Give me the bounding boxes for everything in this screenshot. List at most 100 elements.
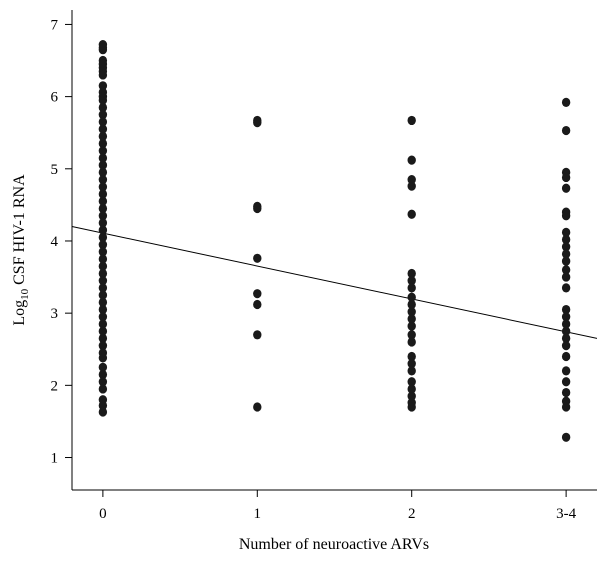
x-tick-label: 0	[99, 506, 107, 522]
data-point	[98, 182, 108, 192]
data-point	[407, 181, 416, 191]
data-point	[253, 118, 262, 128]
data-point	[98, 326, 108, 336]
x-tick-label: 3-4	[556, 506, 576, 522]
data-point	[407, 283, 416, 293]
plot-area: 1 2 3 4 5 6 7 0 1 2 3-4	[51, 10, 597, 522]
data-point	[98, 400, 108, 411]
data-point	[561, 242, 571, 252]
data-point	[561, 249, 571, 259]
data-point	[98, 131, 108, 141]
y-tick-label: 7	[51, 17, 59, 33]
data-point	[98, 167, 108, 178]
data-point	[98, 225, 108, 235]
data-point	[98, 138, 108, 149]
data-point	[407, 175, 416, 185]
data-point	[98, 384, 108, 394]
data-point	[98, 333, 108, 344]
data-point	[98, 124, 108, 134]
data-point	[98, 45, 108, 55]
data-point	[98, 218, 108, 228]
data-point	[98, 189, 108, 199]
data-point	[98, 175, 108, 185]
data-point	[561, 333, 571, 344]
data-point	[407, 321, 416, 331]
data-point	[98, 146, 108, 156]
data-point	[253, 330, 262, 340]
data-point	[407, 377, 416, 387]
data-point	[407, 366, 416, 376]
data-point	[98, 211, 108, 221]
data-point	[407, 314, 416, 324]
data-point	[98, 110, 108, 120]
data-point	[98, 304, 108, 315]
data-point	[561, 265, 571, 275]
data-point	[98, 319, 108, 329]
data-point	[561, 97, 571, 107]
data-point	[98, 377, 108, 387]
data-point	[407, 330, 416, 340]
data-point	[407, 391, 416, 401]
data-point	[407, 155, 416, 165]
data-point	[98, 268, 108, 279]
data-point	[98, 254, 108, 264]
data-point	[253, 289, 262, 299]
y-axis-label-subscript: 10	[19, 288, 31, 300]
data-point	[407, 402, 416, 412]
data-point	[407, 115, 416, 126]
data-points	[98, 40, 571, 442]
data-point	[98, 407, 108, 417]
y-tick-label: 2	[51, 378, 59, 394]
data-point	[407, 337, 416, 347]
data-point	[561, 402, 571, 412]
data-point	[98, 341, 108, 351]
data-point	[98, 95, 108, 105]
data-point	[407, 209, 416, 219]
x-tick-label: 2	[408, 506, 416, 522]
data-point	[561, 283, 571, 293]
x-tick-label: 1	[254, 506, 262, 522]
data-point	[561, 326, 571, 336]
data-point	[98, 362, 108, 372]
data-point	[561, 125, 571, 136]
data-point	[98, 261, 108, 271]
data-point	[561, 211, 571, 221]
data-point	[561, 377, 571, 387]
data-point	[561, 341, 571, 351]
y-axis-label-main: Log	[11, 300, 28, 326]
data-point	[253, 203, 262, 214]
data-point	[98, 297, 108, 307]
data-point	[98, 239, 108, 250]
data-point	[98, 81, 108, 91]
y-axis-label: Log10 CSF HIV-1 RNA	[11, 174, 31, 326]
data-point	[253, 253, 262, 263]
data-point	[561, 304, 571, 315]
data-point	[561, 256, 571, 266]
y-tick-label: 4	[51, 234, 59, 250]
y-axis-label-rest: CSF HIV-1 RNA	[11, 174, 28, 289]
data-point	[253, 402, 262, 412]
y-axis-ticks: 1 2 3 4 5 6 7	[51, 17, 72, 467]
x-axis-ticks: 0 1 2 3-4	[99, 490, 577, 522]
data-point	[98, 369, 108, 380]
data-point	[407, 276, 416, 286]
data-point	[98, 203, 108, 214]
data-point	[407, 359, 416, 369]
data-point	[98, 353, 108, 363]
y-tick-label: 1	[51, 451, 59, 467]
data-point	[561, 227, 571, 237]
data-point	[407, 292, 416, 302]
data-point	[98, 70, 108, 80]
data-point	[98, 290, 108, 300]
data-point	[98, 196, 108, 206]
data-point	[407, 299, 416, 310]
y-tick-label: 3	[51, 306, 59, 322]
data-point	[98, 117, 108, 127]
data-point	[561, 172, 571, 183]
data-point	[253, 299, 262, 310]
data-point	[98, 247, 108, 257]
data-point	[98, 276, 108, 286]
data-point	[407, 268, 416, 279]
data-point	[98, 102, 108, 113]
